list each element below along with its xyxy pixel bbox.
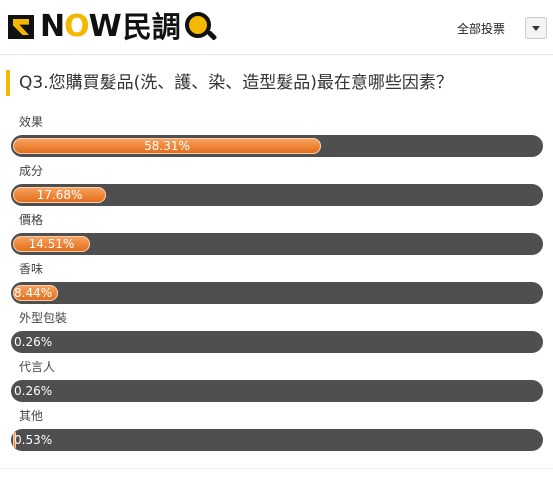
all-votes-label[interactable]: 全部投票: [457, 22, 506, 36]
logo-mark-icon: [8, 13, 36, 41]
result-bar-fill: [13, 432, 16, 448]
poll-option: 其他 0.53%: [0, 407, 553, 455]
result-percent: 0.53%: [14, 433, 53, 447]
chevron-down-icon: [532, 26, 540, 31]
logo-poll-text: 民調: [122, 10, 181, 44]
result-percent: 0.26%: [14, 335, 53, 349]
result-bar-track: 58.31%: [11, 135, 543, 157]
result-bar-track: 0.26%: [11, 331, 543, 353]
poll-option-label: 外型包裝: [19, 311, 68, 325]
result-percent: 14.51%: [28, 237, 75, 251]
poll-option-label: 價格: [19, 213, 44, 227]
result-percent: 58.31%: [144, 139, 190, 153]
poll-option-label: 效果: [19, 115, 44, 129]
magnifier-icon: [183, 10, 218, 44]
header: NOW 民調 全部投票: [0, 0, 553, 54]
poll-option: 代言人 0.26%: [0, 358, 553, 406]
logo-now-text: NOW: [40, 9, 122, 44]
result-percent: 8.44%: [14, 286, 53, 300]
question-title: Q3.您購買髮品(洗、護、染、造型髮品)最在意哪些因素？: [6, 70, 546, 96]
nownews-poll-logo[interactable]: NOW 民調: [8, 9, 218, 44]
poll-option: 外型包裝 0.26%: [0, 309, 553, 357]
poll-option-label: 代言人: [19, 360, 56, 374]
footer-divider: [0, 468, 553, 469]
result-bar-fill: [13, 236, 90, 252]
result-bar-fill: [13, 138, 321, 154]
poll-option-label: 成分: [19, 164, 44, 178]
poll-option: 香味 8.44%: [0, 260, 553, 308]
result-bar-track: 8.44%: [11, 282, 543, 304]
all-votes-dropdown-button[interactable]: [525, 17, 547, 39]
result-bar-track: 0.26%: [11, 380, 543, 402]
poll-option-label: 其他: [19, 409, 44, 423]
header-divider: [0, 54, 553, 55]
result-bar-fill: [13, 187, 106, 203]
poll-option: 成分 17.68%: [0, 162, 553, 210]
poll-option: 效果 58.31%: [0, 113, 553, 161]
result-bar-track: 0.53%: [11, 429, 543, 451]
poll-option-label: 香味: [19, 262, 44, 276]
result-bar-track: 14.51%: [11, 233, 543, 255]
result-percent: 0.26%: [14, 384, 53, 398]
result-percent: 17.68%: [36, 188, 83, 202]
result-bar-track: 17.68%: [11, 184, 543, 206]
result-bar-fill: [13, 285, 58, 301]
poll-option: 價格 14.51%: [0, 211, 553, 259]
